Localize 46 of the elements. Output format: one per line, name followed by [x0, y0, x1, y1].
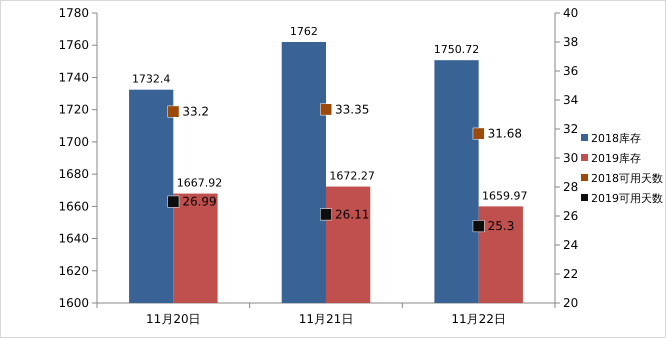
data-label: 1667.92	[176, 176, 222, 190]
data-label: 31.68	[488, 126, 522, 141]
y-tick-label: 1600	[58, 296, 89, 310]
y-tick-label: 1720	[58, 102, 89, 117]
y2-tick-label: 32	[563, 122, 578, 136]
y2-tick-label: 24	[563, 238, 578, 252]
point	[472, 128, 485, 140]
point	[167, 106, 180, 118]
y-tick-label: 1640	[58, 232, 89, 246]
y-tick-label: 1680	[58, 167, 89, 182]
y-tick-label: 1620	[58, 264, 89, 278]
legend-label: 2019库存	[591, 152, 641, 165]
point	[167, 196, 180, 208]
y2-tick-label: 20	[563, 296, 578, 310]
y2-tick-label: 38	[563, 35, 578, 49]
x-tick-label: 11月21日	[298, 312, 354, 326]
x-tick-label: 11月20日	[146, 312, 201, 326]
data-label: 1672.27	[329, 170, 375, 183]
y2-tick-label: 28	[563, 180, 578, 194]
point	[320, 208, 332, 220]
data-label: 26.99	[182, 194, 217, 209]
y-tick-label: 1780	[58, 6, 89, 20]
data-label: 33.35	[335, 102, 370, 116]
x-tick-label: 11月22日	[451, 312, 506, 326]
y2-tick-label: 22	[563, 267, 578, 281]
legend-label: 2018可用天数	[591, 172, 663, 185]
data-label: 26.11	[335, 207, 370, 222]
data-label: 25.3	[488, 219, 514, 234]
y2-tick-label: 40	[563, 6, 578, 20]
y-tick-label: 1700	[58, 134, 89, 149]
data-label: 1762	[290, 25, 318, 38]
data-label: 1732.4	[132, 72, 170, 86]
y2-tick-label: 30	[563, 151, 578, 165]
y2-tick-label: 34	[563, 93, 578, 107]
y-tick-label: 1760	[58, 38, 89, 52]
y-tick-label: 1740	[58, 70, 89, 84]
y2-tick-label: 36	[563, 64, 578, 78]
y2-tick-label: 26	[563, 209, 578, 223]
data-label: 33.2	[182, 104, 210, 119]
point	[472, 220, 485, 232]
legend-label: 2018库存	[591, 132, 641, 145]
legend-label: 2019可用天数	[591, 192, 663, 205]
y-tick-label: 1660	[58, 199, 89, 214]
point	[320, 103, 332, 116]
data-label: 1750.72	[434, 43, 480, 56]
data-label: 1659.97	[482, 189, 528, 202]
